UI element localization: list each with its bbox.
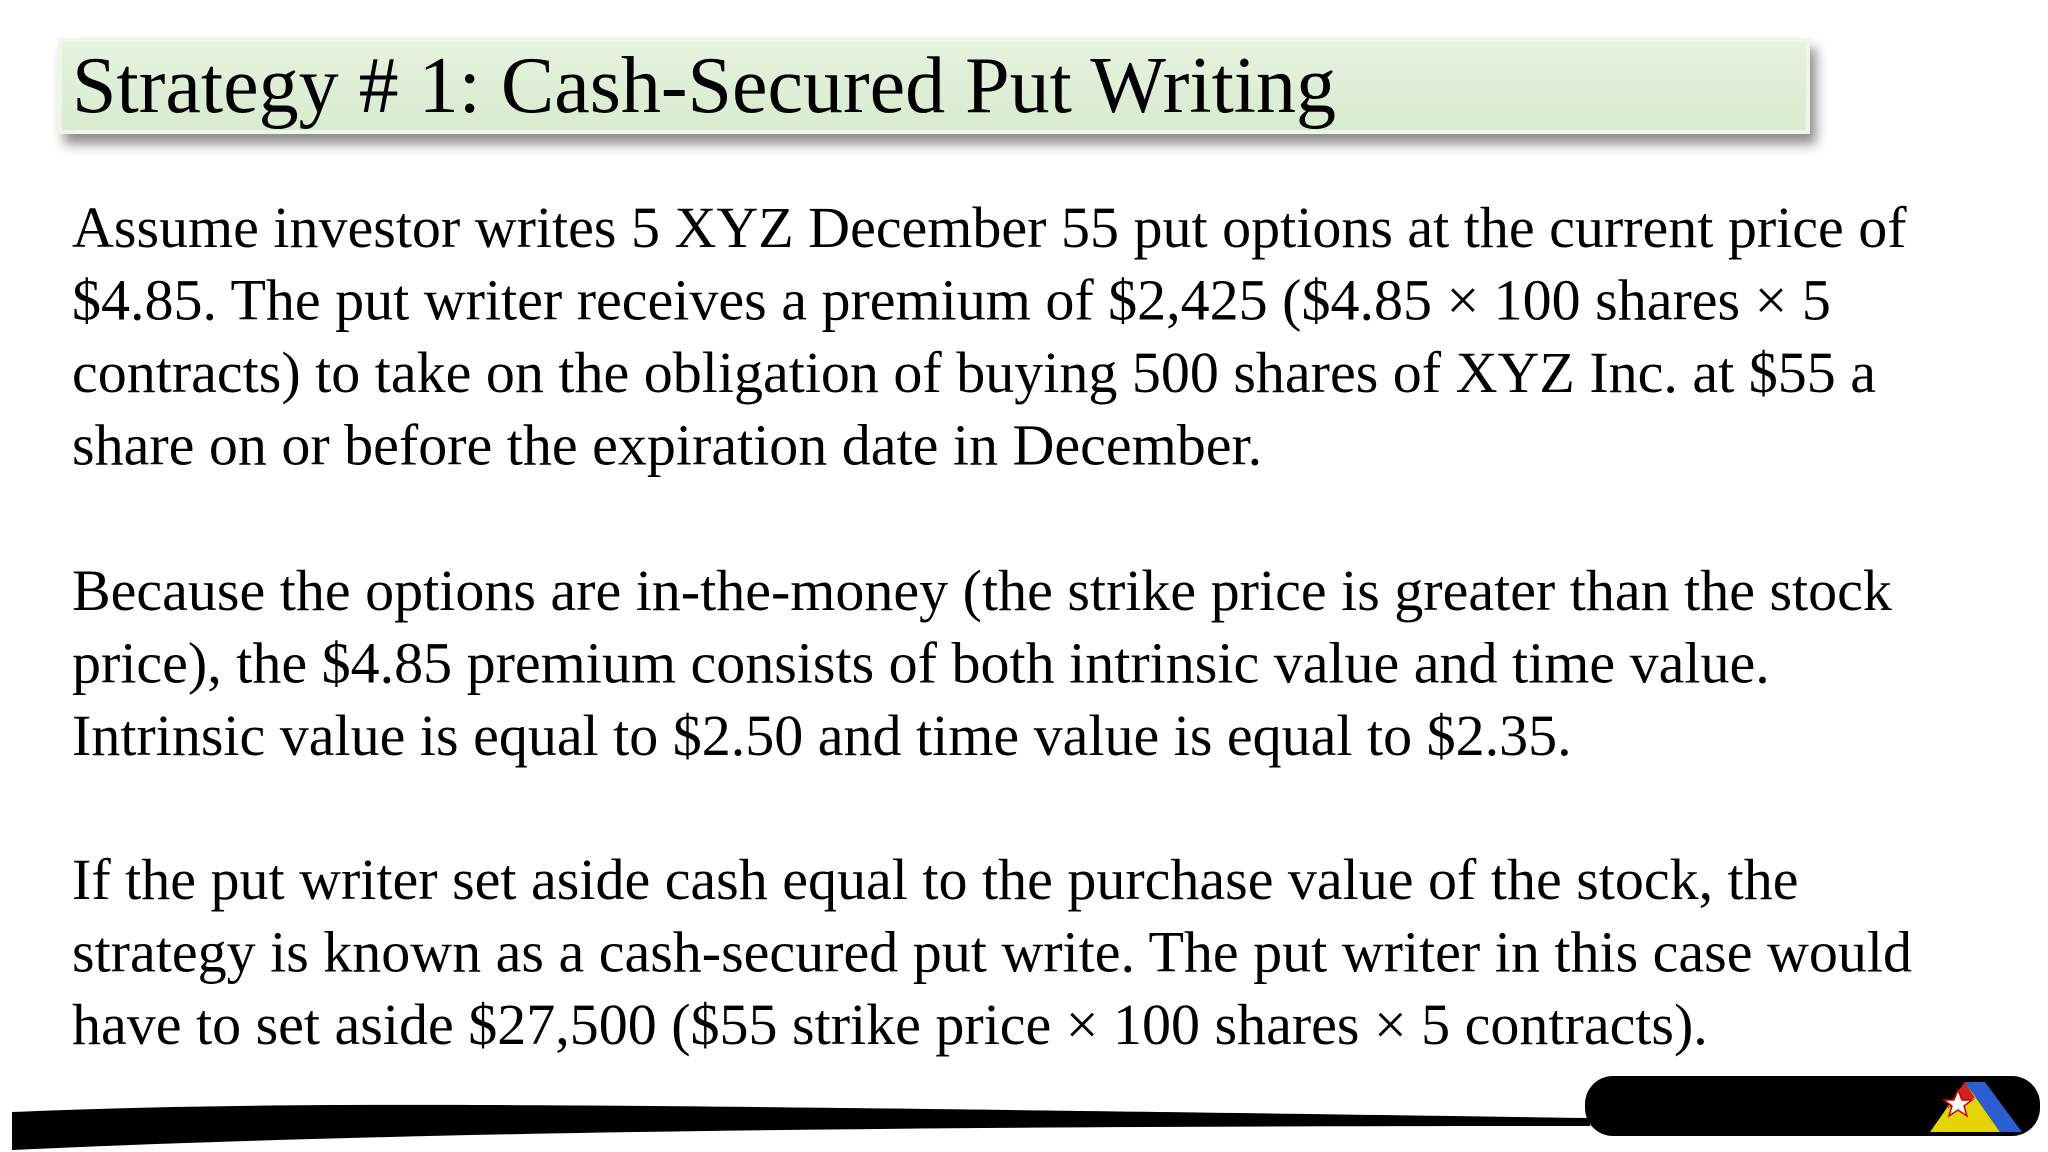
body-line: strategy is known as a cash-secured put …	[72, 920, 1912, 985]
body-line: If the put writer set aside cash equal t…	[72, 847, 1799, 912]
body-text: Assume investor writes 5 XYZ December 55…	[72, 195, 1912, 1057]
body-line: contracts) to take on the obligation of …	[72, 340, 1876, 405]
body-line: share on or before the expiration date i…	[72, 413, 1262, 478]
body-line: price), the $4.85 premium consists of bo…	[72, 631, 1770, 696]
body-line: $4.85. The put writer receives a premium…	[72, 268, 1831, 333]
body-line: Intrinsic value is equal to $2.50 and ti…	[72, 703, 1572, 768]
bottom-swoosh	[12, 1104, 1590, 1150]
logo	[1930, 1082, 2022, 1132]
title-box	[58, 38, 1810, 134]
body-line: Assume investor writes 5 XYZ December 55…	[72, 195, 1907, 260]
logo-bar	[1585, 1076, 2040, 1136]
title: Strategy # 1: Cash-Secured Put Writing	[72, 42, 1336, 130]
body-line: Because the options are in-the-money (th…	[72, 558, 1892, 623]
body-line: have to set aside $27,500 ($55 strike pr…	[72, 992, 1708, 1057]
